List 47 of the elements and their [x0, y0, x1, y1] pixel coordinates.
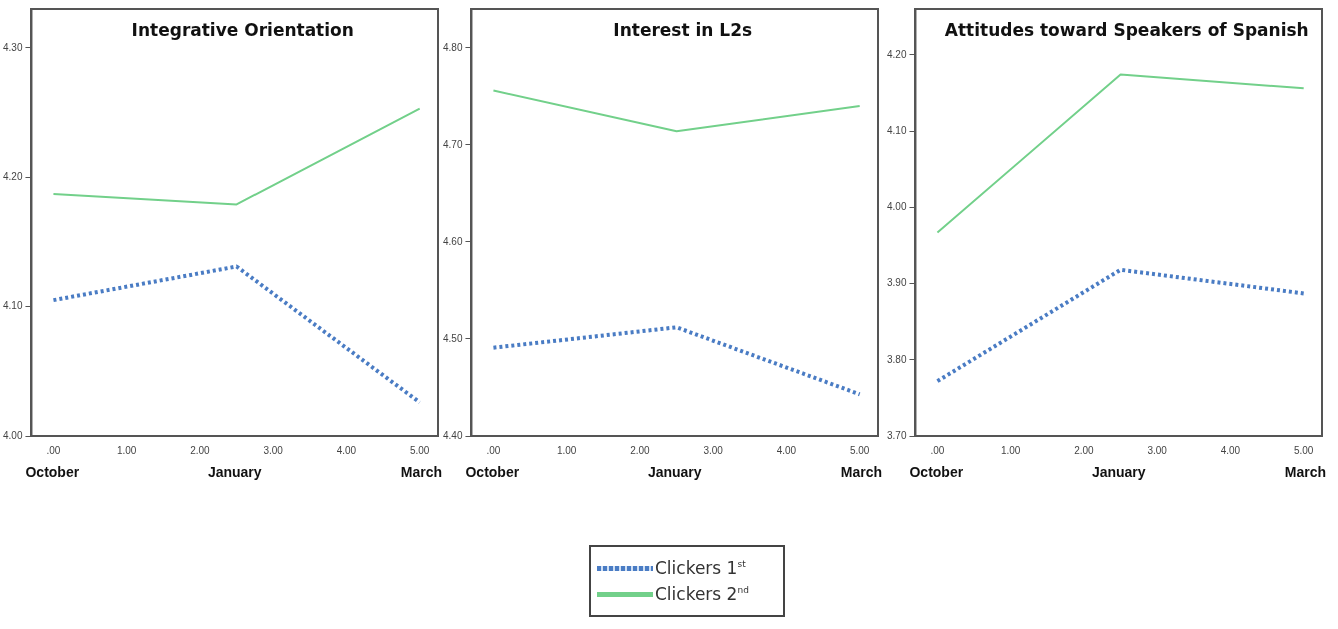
x-tick-label: 2.00 [630, 444, 651, 456]
y-tick-label: 4.30 [2, 41, 23, 53]
text: January [207, 463, 262, 480]
y-tick-label: 4.60 [442, 235, 463, 247]
text: October [909, 463, 964, 480]
x-tick-label: 3.00 [703, 444, 724, 456]
y-tick-label: 4.10 [2, 300, 23, 312]
text: January [1091, 463, 1146, 480]
x-tick-label: 2.00 [1074, 444, 1095, 456]
legend-label: Clickers 1$^{st}$ [655, 558, 746, 578]
y-tick-label: 3.90 [886, 277, 907, 289]
x-tick-label: 1.00 [1000, 444, 1021, 456]
x-tick-label: .00 [930, 444, 945, 456]
y-tick-label: 4.80 [442, 41, 463, 53]
x-tick-label: 3.00 [1147, 444, 1168, 456]
y-tick-label: 4.00 [2, 429, 23, 441]
text: Interest in L2s [613, 19, 753, 40]
x-tick-label: 5.00 [1293, 444, 1314, 456]
x-tick-label: 2.00 [190, 444, 211, 456]
x-tick-label: 5.00 [849, 444, 870, 456]
legend-label: Clickers 2$^{nd}$ [655, 584, 749, 604]
text: March [1284, 463, 1326, 480]
x-tick-label: 4.00 [336, 444, 357, 456]
x-tick-label: 4.00 [1220, 444, 1241, 456]
y-tick-label: 4.20 [886, 48, 907, 60]
y-tick-label: 4.40 [442, 429, 463, 441]
y-tick-label: 3.80 [886, 353, 907, 365]
x-tick-label: 1.00 [556, 444, 577, 456]
text: March [840, 463, 882, 480]
x-tick-label: 3.00 [263, 444, 284, 456]
y-tick-label: 4.10 [886, 124, 907, 136]
y-tick-label: 4.00 [886, 201, 907, 212]
text: October [25, 463, 80, 480]
y-tick-label: 3.70 [886, 429, 907, 441]
x-tick-label: .00 [46, 444, 61, 456]
x-tick-label: 1.00 [116, 444, 137, 456]
x-tick-label: 4.00 [776, 444, 797, 456]
y-tick-label: 4.50 [442, 332, 463, 344]
x-tick-label: .00 [486, 444, 501, 456]
text: Attitudes toward Speakers of Spanish [944, 19, 1309, 40]
text: March [400, 463, 442, 480]
y-tick-label: 4.20 [2, 170, 23, 182]
text: Integrative Orientation [131, 19, 354, 40]
x-tick-label: 5.00 [409, 444, 430, 456]
text: October [465, 463, 520, 480]
text: January [647, 463, 702, 480]
y-tick-label: 4.70 [442, 138, 463, 150]
